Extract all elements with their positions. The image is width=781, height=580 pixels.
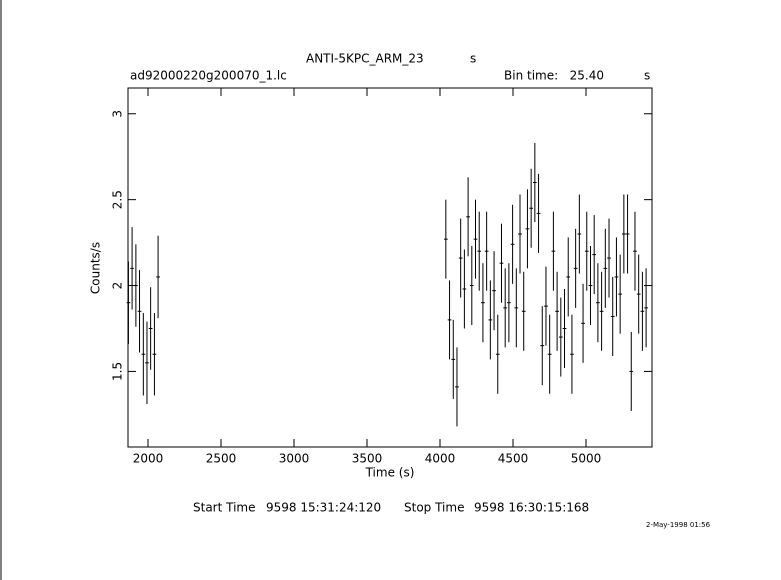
x-tick-label: 3500 [352, 452, 383, 466]
y-axis-label: Counts/s [89, 242, 103, 294]
y-tick-label: 3 [111, 110, 125, 118]
x-tick-label: 5000 [571, 452, 602, 466]
subtitle: ad92000220g200070_1.lc [130, 69, 287, 83]
bin-time: 25.40 [570, 69, 604, 83]
x-tick-label: 2500 [206, 452, 237, 466]
bin-time-unit: s [644, 69, 650, 83]
stop-time: 9598 16:30:15:168 [474, 501, 589, 515]
x-tick-label: 3000 [279, 452, 310, 466]
y-tick-label: 1.5 [111, 362, 125, 381]
x-axis-label: Time (s) [365, 466, 415, 480]
y-tick-label: 2.5 [111, 190, 125, 209]
chart-title: ANTI-5KPC_ARM_23 [306, 52, 424, 66]
y-tick-label: 2 [111, 282, 125, 290]
start-time: 9598 15:31:24:120 [266, 501, 381, 515]
start-label: Start Time [193, 501, 256, 515]
x-tick-label: 4500 [498, 452, 529, 466]
date: 2-May-1998 01:56 [646, 521, 711, 529]
x-tick-label: 4000 [425, 452, 456, 466]
x-tick-label: 2000 [133, 452, 164, 466]
title-unit: s [470, 52, 476, 66]
bin-time-label: Bin time: [504, 69, 558, 83]
stop-label: Stop Time [404, 501, 464, 515]
plot-frame [127, 87, 653, 448]
